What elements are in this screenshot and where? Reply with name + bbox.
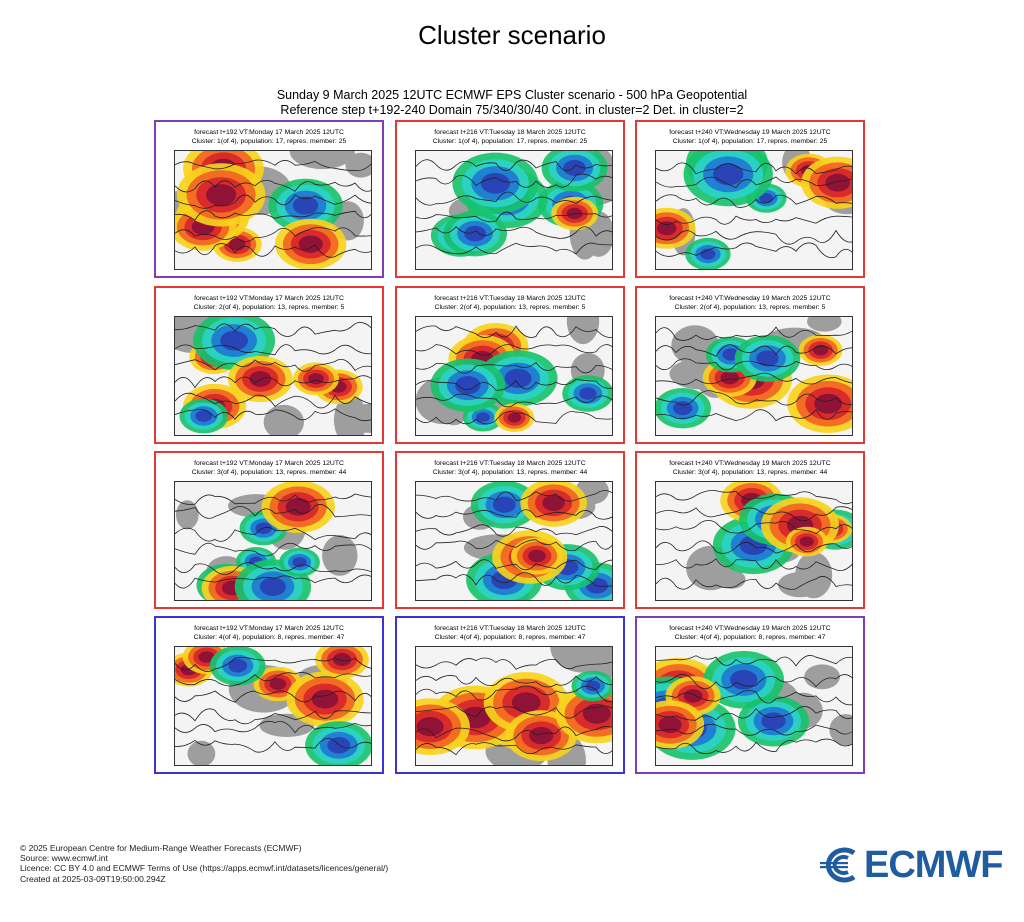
panel-forecast-label: forecast t+240 VT:Wednesday 19 March 202… — [669, 129, 831, 136]
panel-cluster-label: Cluster: 4(of 4), population: 8, repres.… — [434, 634, 586, 641]
geopotential-map — [415, 150, 613, 270]
map-shading-svg — [656, 647, 852, 765]
footer-source: Source: www.ecmwf.int — [20, 853, 108, 864]
panel-header: forecast t+192 VT:Monday 17 March 2025 1… — [156, 459, 382, 477]
panel-cluster-label: Cluster: 4(of 4), population: 8, repres.… — [193, 634, 345, 641]
panel-forecast-label: forecast t+192 VT:Monday 17 March 2025 1… — [194, 129, 344, 136]
geopotential-map — [415, 481, 613, 601]
panel-header: forecast t+240 VT:Wednesday 19 March 202… — [637, 128, 863, 146]
map-shading-svg — [416, 317, 612, 435]
map-shading-svg — [416, 647, 612, 765]
cluster-panel: forecast t+216 VT:Tuesday 18 March 2025 … — [395, 451, 625, 609]
panel-forecast-label: forecast t+216 VT:Tuesday 18 March 2025 … — [434, 295, 586, 302]
panel-cluster-label: Cluster: 2(of 4), population: 13, repres… — [674, 304, 826, 311]
panel-forecast-label: forecast t+240 VT:Wednesday 19 March 202… — [669, 460, 831, 467]
map-shading-svg — [175, 647, 371, 765]
cluster-panel: forecast t+240 VT:Wednesday 19 March 202… — [635, 286, 865, 444]
panel-cluster-label: Cluster: 3(of 4), population: 13, repres… — [191, 469, 347, 476]
panel-forecast-label: forecast t+192 VT:Monday 17 March 2025 1… — [194, 625, 344, 632]
panel-forecast-label: forecast t+240 VT:Wednesday 19 March 202… — [669, 625, 831, 632]
cluster-panel: forecast t+192 VT:Monday 17 March 2025 1… — [154, 120, 384, 278]
cluster-panel: forecast t+240 VT:Wednesday 19 March 202… — [635, 616, 865, 774]
panel-header: forecast t+240 VT:Wednesday 19 March 202… — [637, 294, 863, 312]
cluster-panel: forecast t+240 VT:Wednesday 19 March 202… — [635, 451, 865, 609]
cluster-panel: forecast t+240 VT:Wednesday 19 March 202… — [635, 120, 865, 278]
panel-forecast-label: forecast t+216 VT:Tuesday 18 March 2025 … — [434, 129, 586, 136]
panel-forecast-label: forecast t+216 VT:Tuesday 18 March 2025 … — [434, 625, 586, 632]
footer-copyright: © 2025 European Centre for Medium-Range … — [20, 843, 302, 853]
geopotential-map — [174, 481, 372, 601]
ecmwf-logo-text: ECMWF — [864, 844, 1004, 886]
geopotential-map — [655, 481, 853, 601]
geopotential-map — [174, 316, 372, 436]
map-shading-svg — [656, 151, 852, 269]
footer-created: Created at 2025-03-09T19:50:00.294Z — [20, 873, 166, 884]
geopotential-map — [655, 646, 853, 766]
cluster-panel: forecast t+192 VT:Monday 17 March 2025 1… — [154, 616, 384, 774]
panel-cluster-label: Cluster: 1(of 4), population: 17, repres… — [432, 138, 588, 145]
geopotential-map — [655, 150, 853, 270]
cluster-panel: forecast t+216 VT:Tuesday 18 March 2025 … — [395, 616, 625, 774]
panel-cluster-label: Cluster: 3(of 4), population: 13, repres… — [432, 469, 588, 476]
panel-cluster-label: Cluster: 1(of 4), population: 17, repres… — [191, 138, 347, 145]
panel-cluster-label: Cluster: 2(of 4), population: 13, repres… — [434, 304, 586, 311]
ecmwf-logo: ECMWF — [814, 846, 1006, 884]
map-shading-svg — [656, 482, 852, 600]
page-title: Cluster scenario — [418, 20, 606, 50]
map-shading-svg — [656, 317, 852, 435]
chart-header: Sunday 9 March 2025 12UTC ECMWF EPS Clus… — [0, 88, 1024, 118]
cluster-panel-grid: forecast t+192 VT:Monday 17 March 2025 1… — [154, 120, 870, 776]
cluster-panel: forecast t+216 VT:Tuesday 18 March 2025 … — [395, 120, 625, 278]
map-shading-svg — [175, 151, 371, 269]
cluster-panel: forecast t+192 VT:Monday 17 March 2025 1… — [154, 451, 384, 609]
panel-cluster-label: Cluster: 2(of 4), population: 13, repres… — [193, 304, 345, 311]
panel-header: forecast t+216 VT:Tuesday 18 March 2025 … — [397, 459, 623, 477]
panel-cluster-label: Cluster: 1(of 4), population: 17, repres… — [672, 138, 828, 145]
panel-forecast-label: forecast t+192 VT:Monday 17 March 2025 1… — [194, 295, 344, 302]
geopotential-map — [415, 316, 613, 436]
map-shading-svg — [416, 151, 612, 269]
cluster-panel: forecast t+216 VT:Tuesday 18 March 2025 … — [395, 286, 625, 444]
cluster-panel: forecast t+192 VT:Monday 17 March 2025 1… — [154, 286, 384, 444]
header-line-1: Sunday 9 March 2025 12UTC ECMWF EPS Clus… — [276, 88, 748, 102]
geopotential-map — [174, 150, 372, 270]
footer-credits: © 2025 European Centre for Medium-Range … — [20, 843, 388, 884]
panel-cluster-label: Cluster: 4(of 4), population: 8, repres.… — [674, 634, 826, 641]
map-shading-svg — [416, 482, 612, 600]
footer-licence: Licence: CC BY 4.0 and ECMWF Terms of Us… — [20, 863, 389, 874]
header-line-2: Reference step t+192-240 Domain 75/340/3… — [280, 103, 744, 117]
panel-header: forecast t+216 VT:Tuesday 18 March 2025 … — [397, 624, 623, 642]
panel-cluster-label: Cluster: 3(of 4), population: 13, repres… — [672, 469, 828, 476]
geopotential-map — [174, 646, 372, 766]
panel-header: forecast t+216 VT:Tuesday 18 March 2025 … — [397, 128, 623, 146]
panel-forecast-label: forecast t+240 VT:Wednesday 19 March 202… — [669, 295, 831, 302]
map-shading-svg — [175, 317, 371, 435]
panel-header: forecast t+240 VT:Wednesday 19 March 202… — [637, 459, 863, 477]
panel-forecast-label: forecast t+216 VT:Tuesday 18 March 2025 … — [434, 460, 586, 467]
panel-header: forecast t+240 VT:Wednesday 19 March 202… — [637, 624, 863, 642]
panel-header: forecast t+192 VT:Monday 17 March 2025 1… — [156, 294, 382, 312]
panel-header: forecast t+216 VT:Tuesday 18 March 2025 … — [397, 294, 623, 312]
geopotential-map — [415, 646, 613, 766]
panel-header: forecast t+192 VT:Monday 17 March 2025 1… — [156, 128, 382, 146]
geopotential-map — [655, 316, 853, 436]
panel-forecast-label: forecast t+192 VT:Monday 17 March 2025 1… — [194, 460, 344, 467]
map-shading-svg — [175, 482, 371, 600]
panel-header: forecast t+192 VT:Monday 17 March 2025 1… — [156, 624, 382, 642]
ecmwf-logo-mark-icon — [820, 847, 856, 883]
